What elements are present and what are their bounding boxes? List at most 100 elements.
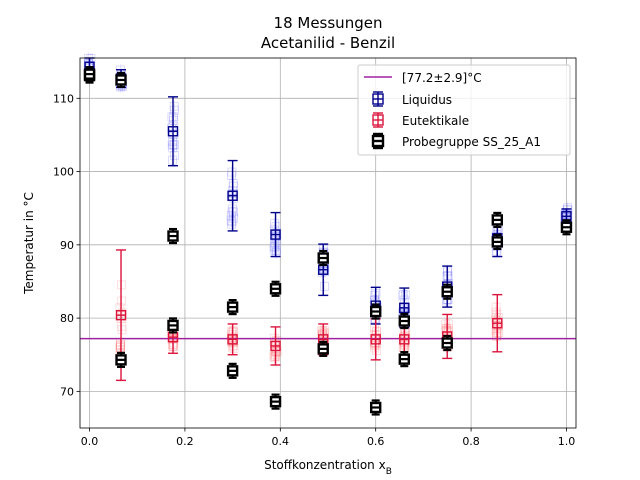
liquidus-measurement xyxy=(229,207,239,217)
probe-point xyxy=(369,399,382,416)
legend: [77.2±2.9]°C Liquidus Eutektikale Probeg… xyxy=(357,64,571,156)
x-tick-label: 0.0 xyxy=(81,435,99,448)
liquidus-measurement xyxy=(226,216,236,226)
eutektikale-measurement xyxy=(320,328,330,338)
probe-point xyxy=(226,299,239,316)
legend-swatch-eutektikale xyxy=(372,112,384,128)
probe-point xyxy=(560,219,573,236)
legend-entry-reference: [77.2±2.9]°C xyxy=(402,71,482,85)
eutektikale-measurement xyxy=(272,347,282,357)
liquidus-measurement xyxy=(167,140,177,150)
eutektikale-measurement xyxy=(400,340,410,350)
legend-entry-probe: Probegruppe SS_25_A1 xyxy=(402,135,541,149)
eutektikale-point xyxy=(492,293,503,353)
legend-entry-liquidus: Liquidus xyxy=(402,93,452,107)
probe-point xyxy=(491,233,504,251)
eutektikale-measurement xyxy=(117,308,127,318)
liquidus-measurement xyxy=(226,211,236,220)
liquidus-measurement xyxy=(270,219,279,229)
liquidus-measurement xyxy=(229,181,239,191)
legend-swatch-probe xyxy=(371,132,385,150)
data-marks xyxy=(83,57,573,416)
probe-point xyxy=(167,227,179,245)
liquidus-measurement xyxy=(227,167,237,177)
eutektikale-measurement xyxy=(370,341,380,351)
probe-point xyxy=(269,393,282,410)
probe-point xyxy=(398,351,411,368)
y-tick-label: 100 xyxy=(53,166,74,179)
liquidus-measurement xyxy=(272,245,282,255)
eutektikale-measurement xyxy=(441,319,451,329)
y-tick-label: 80 xyxy=(60,312,74,325)
liquidus-measurement xyxy=(169,140,179,150)
legend-swatch-liquidus xyxy=(372,91,384,107)
eutektikale-measurement xyxy=(270,352,279,362)
legend-frame xyxy=(357,64,571,156)
probe-point xyxy=(269,280,282,297)
eutektikale-measurement xyxy=(226,337,236,346)
y-axis-ticks: 70 80 90 100 110 xyxy=(53,92,80,398)
probe-point xyxy=(398,312,411,330)
eutektikale-measurement xyxy=(229,341,238,350)
x-tick-label: 0.8 xyxy=(462,435,480,448)
liquidus-measurement xyxy=(269,245,279,255)
liquidus-measurement xyxy=(560,209,570,219)
probe-point xyxy=(441,334,453,352)
eutektikale-measurement xyxy=(494,313,503,323)
x-axis-label-subscript: B xyxy=(386,467,392,477)
liquidus-point xyxy=(270,211,281,258)
liquidus-measurement xyxy=(169,101,179,111)
eutektikale-measurement xyxy=(491,302,501,312)
eutektikale-measurement xyxy=(169,342,179,351)
eutektikale-point xyxy=(227,323,238,356)
liquidus-measurement xyxy=(227,170,236,180)
probe-point xyxy=(115,71,127,89)
eutektikale-measurement xyxy=(491,328,501,338)
liquidus-measurement xyxy=(563,205,573,215)
legend-entry-eutektikale: Eutektikale xyxy=(402,114,469,128)
liquidus-measurement xyxy=(320,267,330,276)
liquidus-measurement xyxy=(170,150,179,160)
liquidus-measurement xyxy=(169,140,179,150)
eutektikale-measurement xyxy=(491,315,501,325)
eutektikale-measurement xyxy=(115,343,125,353)
probe-point xyxy=(167,317,179,334)
liquidus-measurement xyxy=(272,236,282,246)
eutektikale-measurement xyxy=(372,327,381,337)
liquidus-measurement xyxy=(229,213,238,223)
liquidus-measurement xyxy=(443,270,453,280)
eutektikale-measurement xyxy=(269,352,279,362)
eutektikale-measurement xyxy=(441,325,451,335)
liquidus-measurement xyxy=(269,242,279,252)
x-tick-label: 0.2 xyxy=(176,435,194,448)
probe-point xyxy=(317,249,329,267)
eutektikale-measurement xyxy=(491,307,501,317)
liquidus-measurement xyxy=(563,210,573,220)
eutektikale-measurement xyxy=(229,344,239,354)
eutektikale-measurement xyxy=(444,319,454,329)
x-axis-label-text: Stoffkonzentration x xyxy=(264,458,386,472)
x-tick-label: 0.6 xyxy=(367,435,385,448)
y-tick-label: 90 xyxy=(60,239,74,252)
liquidus-measurement xyxy=(560,209,570,219)
liquidus-point xyxy=(227,159,238,232)
plot-frame xyxy=(79,57,577,429)
liquidus-measurement xyxy=(398,289,408,299)
probe-point xyxy=(491,211,504,229)
eutektikale-measurement xyxy=(272,335,282,345)
eutektikale-measurement xyxy=(494,328,504,337)
liquidus-measurement xyxy=(169,115,179,125)
probe-point xyxy=(115,351,127,368)
probe-point xyxy=(226,362,239,379)
liquidus-measurement xyxy=(167,112,177,122)
liquidus-measurement xyxy=(320,263,330,273)
liquidus-measurement xyxy=(562,205,572,215)
liquidus-measurement xyxy=(227,219,236,229)
y-axis-label: Temperatur in °C xyxy=(22,192,36,295)
x-axis-ticks: 0.0 0.2 0.4 0.6 0.8 1.0 xyxy=(81,428,575,448)
liquidus-point xyxy=(167,96,179,167)
liquidus-measurement xyxy=(317,267,327,277)
chart-title-line-2: Acetanilid - Benzil xyxy=(261,34,395,52)
y-tick-label: 110 xyxy=(53,92,74,105)
